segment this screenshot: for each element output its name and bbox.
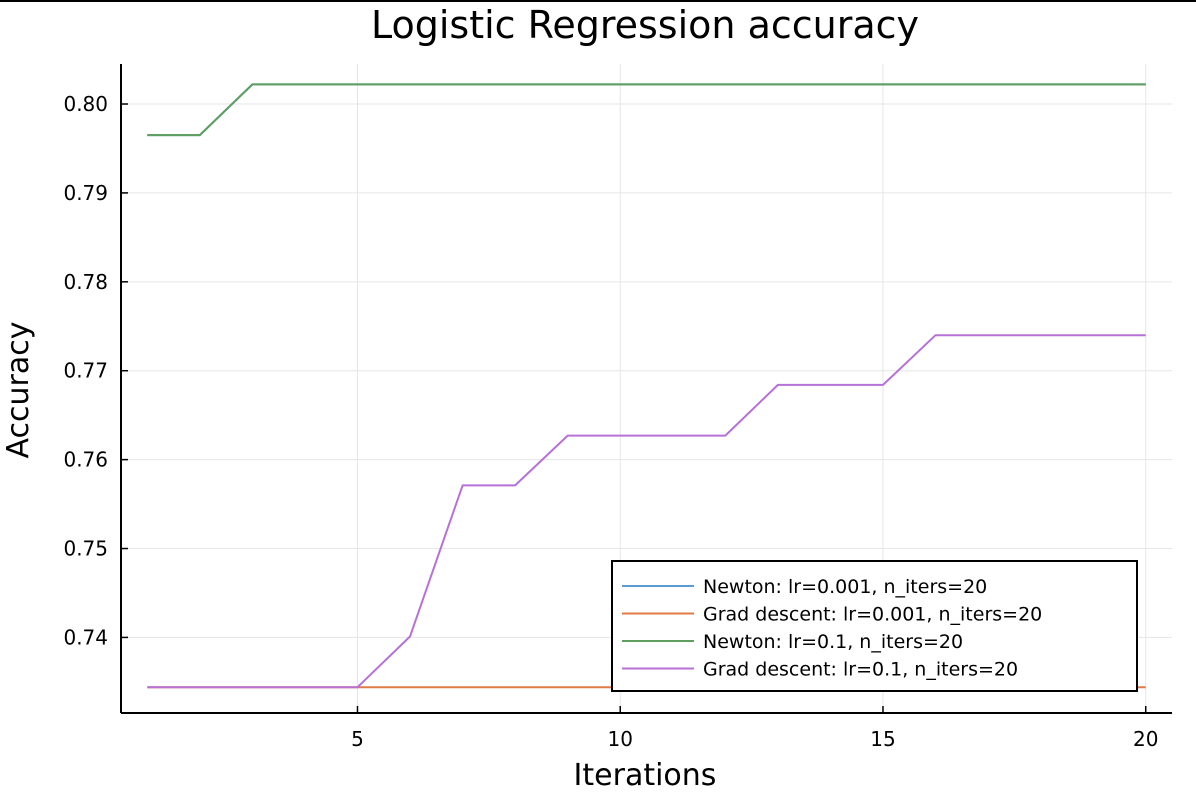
x-tick-label: 15 <box>870 727 895 751</box>
x-tick-label: 5 <box>351 727 364 751</box>
y-tick-label: 0.76 <box>63 448 108 472</box>
tick-labels: 5 10 15 20 0.74 0.75 0.76 0.77 0.78 0.79 0.80 <box>63 92 1158 751</box>
y-axis-label: Accuracy <box>1 322 36 459</box>
x-axis-label: Iterations <box>574 758 717 793</box>
y-tick-label: 0.80 <box>63 92 108 116</box>
x-tick-label: 20 <box>1133 727 1158 751</box>
legend-box <box>611 560 1138 692</box>
series-line-1 <box>147 83 1146 137</box>
axes <box>120 64 1172 714</box>
legend-entry: Newton: lr=0.1, n_iters=20 <box>703 631 963 653</box>
chart-title: Logistic Regression accuracy <box>371 3 919 47</box>
y-tick-label: 0.78 <box>63 270 108 294</box>
series-line-3 <box>147 83 1146 137</box>
x-tick-label: 10 <box>607 727 632 751</box>
y-tick-label: 0.79 <box>63 181 108 205</box>
y-tick-label: 0.74 <box>63 625 108 649</box>
legend-entry: Grad descent: lr=0.001, n_iters=20 <box>703 604 1042 626</box>
series-line-4 <box>147 334 1146 689</box>
y-tick-label: 0.77 <box>63 359 108 383</box>
legend-entry: Newton: lr=0.001, n_iters=20 <box>703 576 987 598</box>
legend-entry: Grad descent: lr=0.1, n_iters=20 <box>703 659 1018 681</box>
legend: Newton: lr=0.001, n_iters=20 Grad descent… <box>611 560 1138 692</box>
y-tick-label: 0.75 <box>63 537 108 561</box>
